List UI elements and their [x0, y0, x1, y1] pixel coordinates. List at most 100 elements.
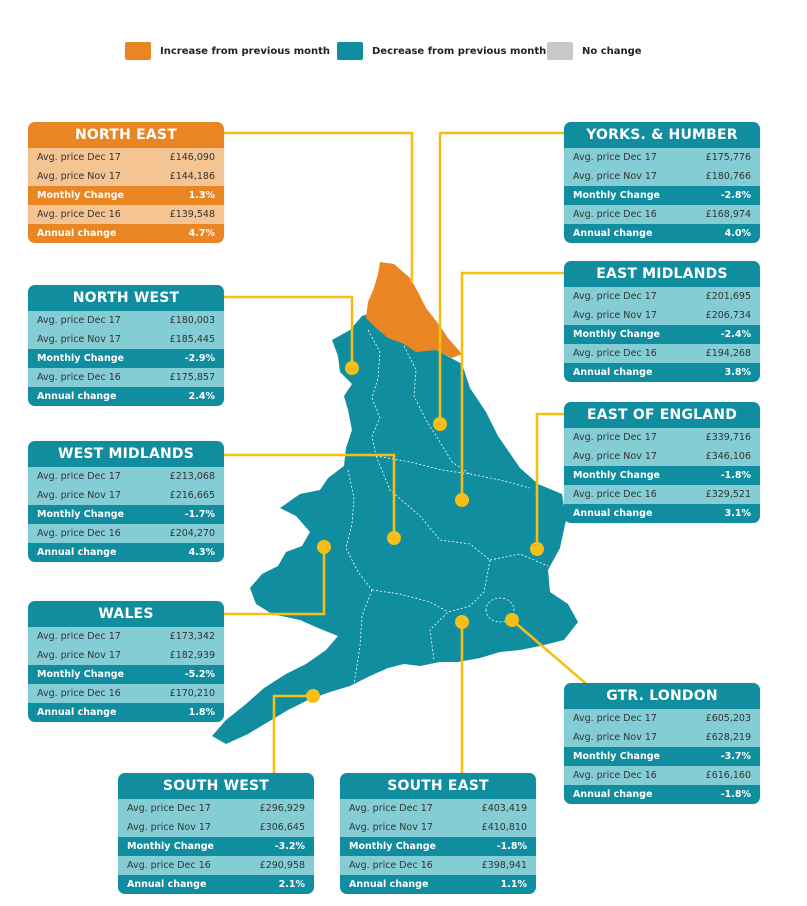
row-nov17: Avg. price Nov 17 £216,665	[28, 486, 224, 505]
row-monthly: Monthly Change -1.8%	[564, 466, 760, 485]
connector-north-east	[224, 131, 414, 283]
row-value: £398,941	[481, 860, 527, 871]
row-label: Avg. price Dec 16	[37, 688, 121, 699]
row-nov17: Avg. price Nov 17 £410,810	[340, 818, 536, 837]
row-dec17: Avg. price Dec 17 £175,776	[564, 148, 760, 167]
card-wales: WALES Avg. price Dec 17 £173,342 Avg. pri…	[28, 601, 224, 722]
card-gtr-london: GTR. LONDON Avg. price Dec 17 £605,203 Av…	[564, 683, 760, 804]
row-label: Monthly Change	[573, 470, 660, 481]
row-value: £194,268	[705, 348, 751, 359]
row-label: Annual change	[573, 789, 653, 800]
row-annual: Annual change 2.1%	[118, 875, 314, 894]
row-label: Annual change	[37, 707, 117, 718]
legend-item-decrease: Decrease from previous month	[337, 40, 546, 62]
row-annual: Annual change -1.8%	[564, 785, 760, 804]
legend-label-decrease: Decrease from previous month	[372, 45, 547, 57]
row-label: Avg. price Dec 17	[573, 152, 657, 163]
row-label: Avg. price Dec 17	[349, 803, 433, 814]
card-north-east: NORTH EAST Avg. price Dec 17 £146,090 Avg…	[28, 122, 224, 243]
row-dec17: Avg. price Dec 17 £296,929	[118, 799, 314, 818]
row-label: Avg. price Nov 17	[573, 171, 657, 182]
row-label: Annual change	[127, 879, 207, 890]
row-value: -2.9%	[184, 353, 215, 364]
row-label: Avg. price Dec 17	[127, 803, 211, 814]
row-value: £410,810	[481, 822, 527, 833]
row-dec16: Avg. price Dec 16 £175,857	[28, 368, 224, 387]
row-monthly: Monthly Change -1.7%	[28, 505, 224, 524]
row-nov17: Avg. price Nov 17 £206,734	[564, 306, 760, 325]
row-value: £346,106	[705, 451, 751, 462]
row-nov17: Avg. price Nov 17 £144,186	[28, 167, 224, 186]
row-value: £201,695	[705, 291, 751, 302]
row-label: Avg. price Nov 17	[573, 732, 657, 743]
row-label: Avg. price Dec 16	[573, 348, 657, 359]
row-label: Monthly Change	[573, 751, 660, 762]
row-annual: Annual change 3.1%	[564, 504, 760, 523]
row-label: Monthly Change	[127, 841, 214, 852]
row-label: Avg. price Dec 16	[37, 209, 121, 220]
marker-east-midlands	[455, 493, 469, 507]
row-dec16: Avg. price Dec 16 £329,521	[564, 485, 760, 504]
row-value: £329,521	[705, 489, 751, 500]
row-label: Monthly Change	[573, 329, 660, 340]
row-value: -1.8%	[720, 789, 751, 800]
row-value: 1.1%	[500, 879, 527, 890]
row-label: Avg. price Dec 16	[349, 860, 433, 871]
row-dec17: Avg. price Dec 17 £213,068	[28, 467, 224, 486]
row-label: Avg. price Nov 17	[37, 650, 121, 661]
card-title: GTR. LONDON	[564, 683, 760, 709]
row-value: -1.8%	[720, 470, 751, 481]
row-value: 1.8%	[188, 707, 215, 718]
row-dec17: Avg. price Dec 17 £173,342	[28, 627, 224, 646]
row-value: £175,857	[169, 372, 215, 383]
row-annual: Annual change 4.3%	[28, 543, 224, 562]
row-label: Annual change	[573, 508, 653, 519]
row-dec16: Avg. price Dec 16 £398,941	[340, 856, 536, 875]
row-value: £206,734	[705, 310, 751, 321]
card-title: NORTH WEST	[28, 285, 224, 311]
row-nov17: Avg. price Nov 17 £306,645	[118, 818, 314, 837]
row-value: £168,974	[705, 209, 751, 220]
marker-east-of-england	[530, 542, 544, 556]
row-value: £306,645	[259, 822, 305, 833]
row-dec16: Avg. price Dec 16 £290,958	[118, 856, 314, 875]
connector-north-west	[224, 295, 354, 368]
connector-gtr-london	[511, 619, 599, 695]
row-nov17: Avg. price Nov 17 £346,106	[564, 447, 760, 466]
card-title: SOUTH WEST	[118, 773, 314, 799]
row-dec17: Avg. price Dec 17 £201,695	[564, 287, 760, 306]
marker-yorks-humber	[433, 417, 447, 431]
connector-lines	[224, 131, 599, 773]
row-dec17: Avg. price Dec 17 £180,003	[28, 311, 224, 330]
row-value: £213,068	[169, 471, 215, 482]
row-label: Monthly Change	[37, 353, 124, 364]
row-dec17: Avg. price Dec 17 £403,419	[340, 799, 536, 818]
row-value: £616,160	[705, 770, 751, 781]
row-label: Avg. price Dec 16	[573, 770, 657, 781]
marker-north-west	[345, 361, 359, 375]
row-monthly: Monthly Change -1.8%	[340, 837, 536, 856]
card-title: NORTH EAST	[28, 122, 224, 148]
row-value: 2.1%	[278, 879, 305, 890]
marker-wales	[317, 540, 331, 554]
legend-item-no-change: No change	[547, 40, 642, 62]
row-annual: Annual change 4.7%	[28, 224, 224, 243]
row-label: Avg. price Dec 16	[37, 372, 121, 383]
row-label: Avg. price Dec 17	[37, 315, 121, 326]
row-value: £403,419	[481, 803, 527, 814]
row-nov17: Avg. price Nov 17 £180,766	[564, 167, 760, 186]
row-nov17: Avg. price Nov 17 £182,939	[28, 646, 224, 665]
row-value: £185,445	[169, 334, 215, 345]
row-value: £170,210	[169, 688, 215, 699]
legend-swatch-decrease	[337, 42, 363, 60]
map-region-north-east	[366, 262, 462, 358]
row-label: Avg. price Nov 17	[37, 334, 121, 345]
row-label: Avg. price Nov 17	[37, 490, 121, 501]
connector-east-of-england	[535, 412, 564, 549]
marker-south-east	[455, 615, 469, 629]
connector-yorks-humber	[438, 131, 564, 424]
row-label: Avg. price Dec 17	[573, 291, 657, 302]
row-label: Annual change	[573, 367, 653, 378]
row-value: £290,958	[259, 860, 305, 871]
